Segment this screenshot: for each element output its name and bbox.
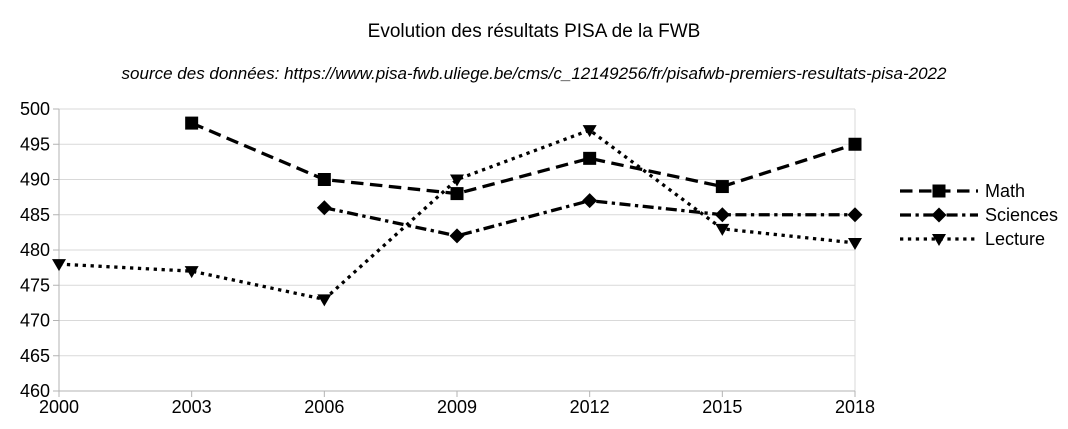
data-point-lecture-2012: [582, 125, 597, 138]
data-point-lecture-2000: [52, 259, 66, 272]
y-tick-label: 475: [20, 275, 50, 295]
y-tick-label: 485: [20, 205, 50, 225]
legend-item-sciences: Sciences: [900, 205, 1058, 225]
data-point-lecture-2015: [715, 223, 730, 236]
data-point-math-2009: [450, 187, 464, 201]
series-line-math: [191, 121, 856, 196]
data-point-sciences-2018: [847, 207, 863, 223]
data-point-sciences-2006: [316, 200, 332, 216]
legend-marker-diamond-icon: [931, 207, 947, 223]
y-tick-label: 480: [20, 240, 50, 260]
data-point-math-2003: [185, 116, 199, 130]
data-point-sciences-2009: [449, 228, 465, 244]
x-tick-label: 2000: [39, 397, 79, 417]
legend-label-lecture: Lecture: [985, 229, 1045, 249]
legend-marker-square-icon: [932, 184, 946, 198]
x-tick-label: 2003: [172, 397, 212, 417]
data-point-lecture-2018: [848, 237, 862, 250]
data-point-math-2006: [317, 173, 331, 186]
legend-item-lecture: Lecture: [900, 229, 1045, 249]
x-tick-label: 2006: [304, 397, 344, 417]
data-point-lecture-2003: [184, 266, 199, 279]
data-point-math-2015: [715, 180, 729, 194]
y-tick-label: 495: [20, 134, 50, 154]
chart-subtitle: source des données: https://www.pisa-fwb…: [121, 64, 947, 83]
data-point-sciences-2015: [714, 207, 730, 223]
legend-item-math: Math: [900, 181, 1025, 201]
legend-marker-triangle-down-icon: [932, 234, 946, 246]
data-point-lecture-2009: [450, 174, 464, 187]
y-tick-label: 465: [20, 346, 50, 366]
y-tick-label: 470: [20, 311, 50, 331]
y-tick-label: 490: [20, 170, 50, 190]
chart-title: Evolution des résultats PISA de la FWB: [367, 21, 701, 42]
x-tick-label: 2018: [835, 397, 875, 417]
legend-label-math: Math: [985, 181, 1025, 201]
legend-label-sciences: Sciences: [985, 205, 1058, 225]
x-tick-label: 2009: [437, 397, 477, 417]
x-tick-label: 2012: [570, 397, 610, 417]
data-point-math-2012: [583, 151, 597, 165]
data-point-lecture-2006: [317, 294, 332, 307]
x-tick-label: 2015: [702, 397, 742, 417]
y-tick-label: 500: [20, 99, 50, 119]
y-tick-label: 460: [20, 381, 50, 401]
data-point-sciences-2012: [582, 193, 598, 209]
data-point-math-2018: [848, 137, 862, 151]
